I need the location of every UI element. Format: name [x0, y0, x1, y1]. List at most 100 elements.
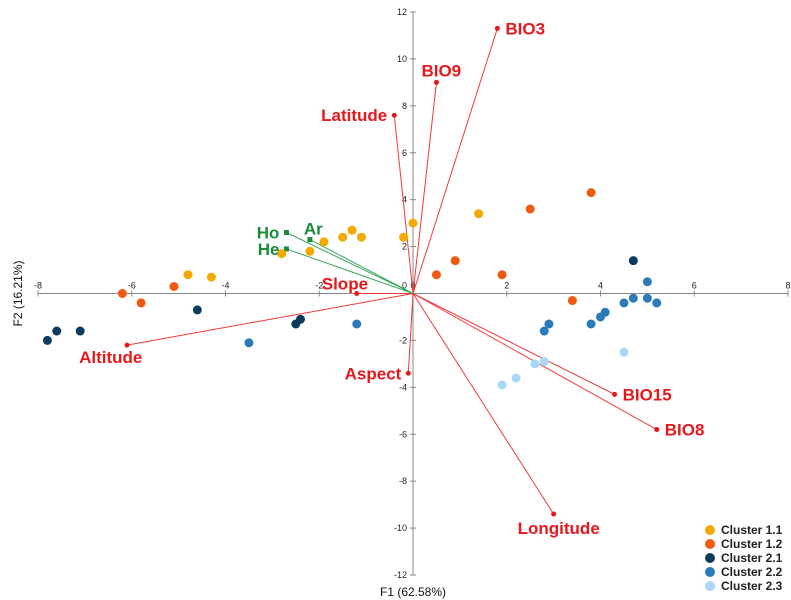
vector-label-bio3: BIO3 [505, 19, 545, 38]
observation-points [42, 188, 662, 390]
data-point [136, 298, 146, 308]
y-tick-label: 12 [397, 7, 407, 17]
x-tick-label: -6 [128, 281, 136, 291]
data-point [474, 209, 484, 219]
data-point [244, 338, 254, 348]
data-point [600, 307, 610, 317]
vector-tip-ar [307, 237, 313, 243]
data-point [642, 277, 652, 287]
data-point [539, 357, 549, 367]
x-tick-label: -2 [315, 281, 323, 291]
data-point [352, 319, 362, 329]
legend-label: Cluster 1.1 [721, 523, 783, 537]
legend-label: Cluster 2.1 [721, 551, 783, 565]
y-tick-label: -4 [399, 382, 407, 392]
x-tick-label: 2 [504, 281, 509, 291]
y-tick-label: -2 [399, 335, 407, 345]
vector-label-aspect: Aspect [345, 364, 402, 383]
x-axis-title: F1 (62.58%) [380, 585, 446, 599]
variable-labels: BIO3 BIO9 Latitude Slope Altitude Aspect BIO15… [79, 19, 704, 538]
data-point [169, 281, 179, 291]
data-point [206, 272, 216, 282]
data-point [75, 326, 85, 336]
legend-marker [705, 567, 715, 577]
vector-line-ar [309, 239, 414, 294]
legend-label: Cluster 2.3 [721, 579, 783, 593]
vector-line-altitude [126, 293, 414, 346]
vector-label-longitude: Longitude [518, 519, 600, 538]
vector-line-bio3 [412, 28, 498, 294]
vector-tip-ho [283, 230, 289, 236]
vector-tip-bio8 [654, 427, 660, 433]
data-point [567, 296, 577, 306]
vector-label-bio15: BIO15 [623, 385, 672, 404]
data-point [296, 314, 305, 324]
vector-label-bio8: BIO8 [665, 421, 705, 440]
vector-label-ho: Ho [257, 224, 280, 243]
y-axis-title: F2 (16.21%) [11, 260, 25, 326]
data-point [305, 246, 315, 256]
data-point [192, 305, 202, 315]
origin-tick-label: 0 [402, 281, 407, 291]
y-tick-label: -10 [394, 523, 407, 533]
vector-tip-bio3 [494, 25, 500, 31]
vector-tip-bio9 [433, 79, 439, 85]
vector-label-he: He [258, 240, 280, 259]
legend-label: Cluster 1.2 [721, 537, 783, 551]
data-point [652, 298, 662, 308]
x-tick-label: 4 [598, 281, 603, 291]
vector-tip-bio15 [612, 391, 618, 397]
data-point [628, 293, 638, 303]
data-point [277, 249, 287, 259]
data-point [183, 270, 193, 280]
data-point [544, 319, 554, 329]
x-tick-label: -8 [34, 281, 42, 291]
x-tick-label: -4 [221, 281, 229, 291]
y-tick-label: -6 [399, 429, 407, 439]
data-point [338, 232, 348, 242]
vector-label-bio9: BIO9 [421, 61, 461, 80]
data-point [619, 298, 629, 308]
vector-tip-aspect [405, 370, 411, 376]
y-tick-label: 10 [397, 54, 407, 64]
data-point [347, 225, 357, 235]
data-point [525, 204, 535, 214]
data-point [642, 293, 652, 303]
legend-marker [705, 553, 715, 563]
data-point [511, 373, 521, 383]
vector-tip-he [283, 246, 289, 252]
vector-label-latitude: Latitude [321, 106, 387, 125]
y-tick-label: 2 [402, 242, 407, 252]
data-point [52, 326, 62, 336]
vector-label-ar: Ar [304, 220, 323, 239]
legend-label: Cluster 2.2 [721, 565, 783, 579]
data-point [431, 270, 441, 280]
x-tick-label: 6 [692, 281, 697, 291]
data-point [497, 380, 507, 390]
legend-marker [705, 525, 715, 535]
y-tick-label: 8 [402, 101, 407, 111]
x-tick-label: 0 [410, 281, 415, 291]
vector-tip-altitude [124, 342, 130, 348]
data-point [408, 218, 418, 228]
data-point [356, 232, 366, 242]
data-point [586, 188, 596, 198]
y-tick-label: -8 [399, 476, 407, 486]
vector-line-bio9 [412, 82, 437, 294]
vector-tip-latitude [391, 112, 397, 118]
vector-line-longitude [412, 293, 555, 515]
legend-marker [705, 581, 715, 591]
vector-tip-longitude [551, 511, 557, 517]
data-point [42, 335, 52, 345]
y-tick-label: -12 [394, 570, 407, 580]
data-point [450, 256, 460, 266]
data-point [619, 347, 629, 357]
vector-label-altitude: Altitude [79, 348, 142, 367]
data-point [586, 319, 596, 329]
y-tick-label: 6 [402, 148, 407, 158]
data-point [319, 237, 329, 247]
data-point [399, 232, 409, 242]
vector-line-bio15 [412, 293, 615, 395]
